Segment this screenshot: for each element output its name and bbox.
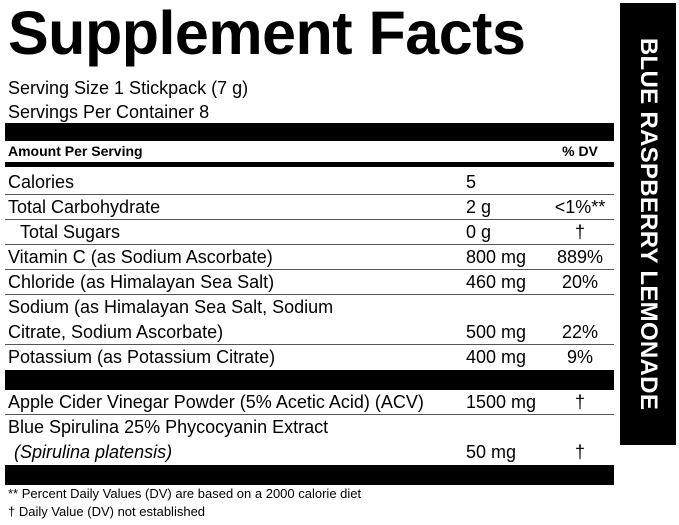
nutrient-name: Total Carbohydrate	[8, 197, 161, 217]
footnote: ** Percent Daily Values (DV) are based o…	[8, 486, 362, 501]
amount: 400 mg	[466, 347, 527, 367]
row-rule	[5, 244, 614, 245]
amount: 1500 mg	[466, 392, 537, 412]
amount: 0 g	[466, 222, 492, 242]
serving-size: Serving Size 1 Stickpack (7 g)	[8, 78, 249, 98]
flavor-panel: BLUE RASPBERRY LEMONADE	[620, 3, 676, 445]
servings-per-container: Servings Per Container 8	[8, 102, 210, 122]
row-rule	[5, 219, 614, 220]
footnote: † Daily Value (DV) not established	[8, 504, 206, 519]
daily-value: †	[574, 222, 586, 242]
nutrient-name: Apple Cider Vinegar Powder (5% Acetic Ac…	[8, 392, 424, 412]
row-rule	[5, 414, 614, 415]
supplement-facts-panel: Supplement Facts Serving Size 1 Stickpac…	[5, 0, 614, 520]
daily-value: 22%	[561, 322, 599, 342]
daily-value: 9%	[566, 347, 594, 367]
amount: 500 mg	[466, 322, 527, 342]
nutrient-name: (Spirulina platensis)	[14, 442, 173, 462]
daily-value: <1%**	[554, 197, 606, 217]
amount: 800 mg	[466, 247, 527, 267]
amount: 5	[466, 172, 477, 192]
amount: 2 g	[466, 197, 492, 217]
nutrient-name: Chloride (as Himalayan Sea Salt)	[8, 272, 275, 292]
nutrient-name: Citrate, Sodium Ascorbate)	[8, 322, 224, 342]
nutrient-name: Blue Spirulina 25% Phycocyanin Extract	[8, 417, 329, 437]
nutrient-name: Potassium (as Potassium Citrate)	[8, 347, 276, 367]
nutrient-name: Vitamin C (as Sodium Ascorbate)	[8, 247, 273, 267]
dv-header: % DV	[562, 143, 598, 159]
divider-bar	[5, 465, 614, 485]
daily-value: 889%	[556, 247, 604, 267]
nutrient-name: Calories	[8, 172, 75, 192]
divider-bar	[5, 123, 614, 141]
row-rule	[5, 344, 614, 345]
amount: 50 mg	[466, 442, 517, 462]
title: Supplement Facts	[8, 0, 526, 67]
row-rule	[5, 194, 614, 195]
row-rule	[5, 294, 614, 295]
nutrient-name: Total Sugars	[20, 222, 121, 242]
nutrient-name: Sodium (as Himalayan Sea Salt, Sodium	[8, 297, 334, 317]
row-rule	[5, 269, 614, 270]
divider-bar	[5, 370, 614, 390]
daily-value: †	[574, 392, 586, 412]
amount-header: Amount Per Serving	[8, 143, 143, 159]
flavor-label: BLUE RASPBERRY LEMONADE	[635, 37, 662, 411]
daily-value: †	[574, 442, 586, 462]
daily-value: 20%	[561, 272, 599, 292]
divider-bar	[5, 162, 614, 167]
amount: 460 mg	[466, 272, 527, 292]
